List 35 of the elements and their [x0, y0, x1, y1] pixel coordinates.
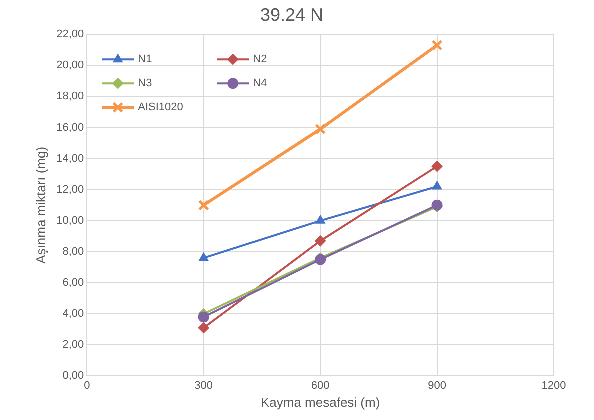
y-tick-label: 6,00	[62, 277, 84, 290]
x-axis-title: Kayma mesafesi (m)	[260, 394, 380, 410]
point	[199, 252, 209, 262]
legend-label: N2	[253, 54, 268, 66]
point	[315, 124, 326, 135]
y-tick-label: 0,00	[62, 370, 84, 382]
x-tick-label: 900	[428, 380, 446, 392]
legend-label: N3	[138, 78, 152, 90]
x-tick-label: 600	[311, 380, 330, 392]
x-tick-label: 1200	[542, 380, 566, 392]
y-tick-label: 16,00	[56, 122, 84, 134]
point	[432, 40, 443, 51]
legend-label: AISI1020	[138, 102, 184, 114]
point	[432, 181, 442, 190]
point	[316, 215, 326, 224]
point	[432, 161, 443, 172]
chart-title: 39.24 N	[260, 4, 324, 25]
y-tick-label: 8,00	[62, 246, 84, 258]
point	[198, 322, 210, 334]
point	[315, 236, 326, 247]
y-tick-label: 4,00	[62, 308, 84, 320]
x-tick-label: 300	[194, 380, 214, 392]
y-tick-label: 20,00	[56, 60, 84, 72]
y-tick-label: 12,00	[56, 184, 84, 196]
legend-label: N4	[253, 78, 268, 90]
y-tick-label: 14,00	[56, 152, 84, 165]
legend-label: N1	[138, 54, 152, 66]
y-axis-title: Aşınma miktarı (mg)	[33, 146, 48, 264]
point	[198, 200, 210, 211]
y-tick-label: 2,00	[62, 339, 84, 352]
x-tick-label: 0	[84, 380, 90, 392]
y-tick-label: 18,00	[56, 90, 84, 103]
point	[198, 312, 210, 323]
y-tick-label: 22,00	[56, 28, 84, 41]
y-tick-label: 10,00	[56, 214, 84, 227]
